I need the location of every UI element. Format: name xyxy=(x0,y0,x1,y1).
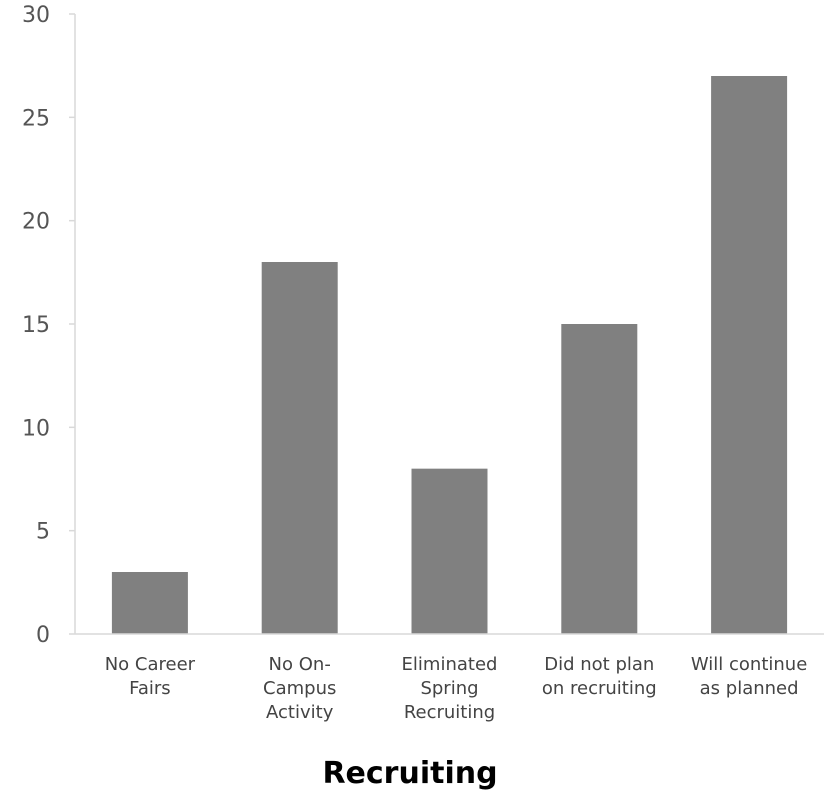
y-tick-label: 0 xyxy=(36,623,50,648)
y-tick-label: 25 xyxy=(22,106,50,131)
x-axis-title: Recruiting xyxy=(322,756,497,791)
x-category-label: No On-Campus Activity xyxy=(263,654,336,723)
bar xyxy=(262,262,338,634)
y-tick-label: 5 xyxy=(36,520,50,545)
x-category-label: Did not plan on recruiting xyxy=(542,654,657,699)
x-category-label: Will continue as planned xyxy=(691,654,807,699)
y-axis-ticks: 0 5 10 15 20 25 30 xyxy=(22,3,75,648)
x-category-label: No Career Fairs xyxy=(105,654,196,699)
bar xyxy=(412,469,488,634)
y-tick-label: 30 xyxy=(22,3,50,28)
bar xyxy=(711,76,787,634)
bars xyxy=(112,76,787,634)
y-tick-label: 10 xyxy=(22,416,50,441)
x-axis-category-labels: No Career Fairs No On-Campus Activity Elimin… xyxy=(105,654,808,723)
bar xyxy=(561,324,637,634)
y-tick-label: 15 xyxy=(22,313,50,338)
bar xyxy=(112,572,188,634)
x-category-label: Eliminated Spring Recruiting xyxy=(402,654,498,723)
y-tick-label: 20 xyxy=(22,210,50,235)
